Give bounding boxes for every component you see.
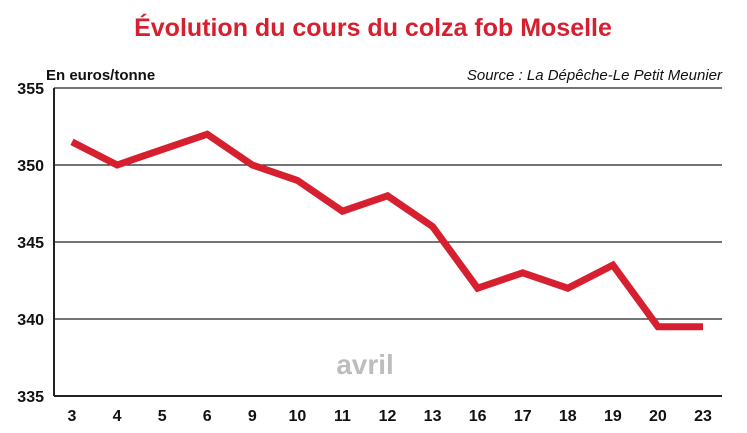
x-tick-label: 11 xyxy=(334,408,351,425)
month-annotation: avril xyxy=(336,349,394,380)
x-tick-label: 3 xyxy=(68,408,77,425)
y-tick-label: 335 xyxy=(17,389,44,406)
y-tick-label: 340 xyxy=(17,312,44,329)
grid xyxy=(53,87,722,397)
series-line xyxy=(70,130,703,331)
x-tick-label: 19 xyxy=(604,408,622,425)
x-tick-label: 9 xyxy=(248,408,257,425)
x-tick-label: 17 xyxy=(514,408,532,425)
x-tick-label: 6 xyxy=(203,408,212,425)
x-tick-label: 20 xyxy=(649,408,667,425)
source-note: Source : La Dépêche-Le Petit Meunier xyxy=(467,67,723,84)
chart-title: Évolution du cours du colza fob Moselle xyxy=(134,13,612,42)
y-tick-label: 345 xyxy=(17,235,44,252)
x-tick-label: 23 xyxy=(694,408,712,425)
y-tick-label: 355 xyxy=(17,81,44,98)
x-tick-label: 5 xyxy=(158,408,167,425)
y-axis-label: En euros/tonne xyxy=(46,67,155,84)
x-tick-label: 13 xyxy=(424,408,442,425)
y-ticks: 335 340 345 350 355 xyxy=(17,81,44,406)
series-line-group xyxy=(70,130,704,331)
x-tick-label: 12 xyxy=(379,408,397,425)
x-tick-label: 10 xyxy=(288,408,306,425)
x-tick-label: 18 xyxy=(559,408,577,425)
x-tick-label: 4 xyxy=(113,408,122,425)
x-ticks: 3 4 5 6 9 10 11 12 13 16 17 18 19 20 23 xyxy=(68,408,712,425)
y-tick-label: 350 xyxy=(17,158,44,175)
x-tick-label: 16 xyxy=(469,408,487,425)
